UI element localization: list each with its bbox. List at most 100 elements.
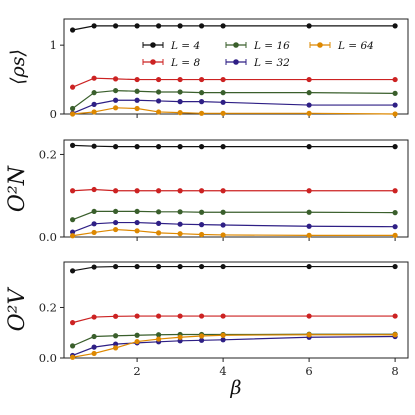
data-point — [91, 208, 97, 215]
data-point — [156, 220, 162, 226]
data-point — [306, 76, 312, 83]
series-l=8 — [70, 75, 398, 90]
data-point — [113, 87, 119, 94]
data-point — [199, 188, 205, 194]
data-point — [156, 332, 162, 338]
data-point — [199, 144, 205, 150]
panel-frame — [63, 18, 409, 115]
series-l=32 — [70, 97, 398, 116]
data-point — [156, 209, 162, 215]
data-point — [134, 97, 140, 103]
legend-entry: L = 16 — [225, 40, 290, 52]
data-point — [392, 23, 398, 29]
data-point — [199, 99, 205, 105]
data-point — [91, 333, 97, 340]
data-point — [134, 208, 140, 215]
data-point — [306, 209, 312, 215]
data-point — [177, 221, 183, 227]
data-point — [220, 90, 226, 96]
data-point — [70, 84, 76, 90]
data-point — [156, 336, 162, 342]
data-point — [220, 110, 226, 116]
x-tick-label: 6 — [305, 364, 312, 378]
y-tick-label: 0 — [50, 107, 57, 121]
data-point — [113, 188, 119, 194]
data-point — [220, 232, 226, 238]
data-point — [113, 144, 119, 150]
series-l=32 — [70, 219, 398, 235]
data-point — [113, 208, 119, 215]
series-l=4 — [70, 263, 398, 274]
series-line — [72, 221, 396, 233]
data-point — [134, 105, 140, 112]
data-point — [91, 90, 97, 96]
data-point — [306, 313, 312, 319]
data-point — [113, 219, 119, 226]
data-point — [392, 90, 398, 96]
data-point — [91, 186, 97, 193]
data-point — [70, 320, 76, 326]
series-line — [72, 315, 396, 324]
data-point — [177, 231, 183, 237]
series-l=16 — [70, 87, 398, 112]
data-point — [392, 332, 398, 338]
data-point — [220, 23, 226, 29]
data-point — [306, 23, 312, 29]
data-point — [91, 314, 97, 320]
data-point — [70, 233, 76, 239]
data-point — [392, 232, 398, 238]
legend-marker — [233, 42, 239, 48]
data-point — [156, 144, 162, 150]
data-point — [134, 23, 140, 29]
data-point — [199, 222, 205, 228]
data-point — [91, 23, 97, 29]
y-tick-label: 0.2 — [39, 300, 57, 314]
data-point — [220, 76, 226, 83]
series-l=8 — [70, 313, 398, 326]
legend-label: L = 64 — [337, 40, 374, 52]
series-line — [72, 99, 396, 114]
data-point — [177, 110, 183, 116]
data-point — [113, 341, 119, 347]
data-point — [392, 76, 398, 83]
data-point — [392, 210, 398, 216]
series-l=64 — [70, 105, 398, 117]
data-point — [156, 109, 162, 115]
panel-frame — [63, 139, 409, 238]
data-point — [156, 263, 162, 270]
data-point — [199, 90, 205, 96]
data-point — [70, 188, 76, 194]
y-tick-label: 0.0 — [39, 351, 57, 365]
data-point — [91, 109, 97, 115]
data-point — [220, 188, 226, 194]
data-point — [134, 332, 140, 338]
data-point — [113, 226, 119, 233]
data-point — [199, 209, 205, 215]
data-point — [306, 110, 312, 116]
x-tick-label: 8 — [391, 364, 398, 378]
data-point — [199, 263, 205, 270]
data-point — [156, 188, 162, 194]
data-point — [392, 263, 398, 270]
legend: L = 4 L = 8 L = 16 L = 32 L = 64 — [142, 40, 374, 69]
data-point — [392, 102, 398, 108]
y-tick-label: 0.2 — [39, 147, 57, 161]
data-point — [134, 338, 140, 345]
data-point — [306, 263, 312, 270]
data-point — [199, 231, 205, 238]
data-point — [70, 27, 76, 33]
series-line — [72, 77, 396, 88]
data-point — [134, 313, 140, 319]
y-axis-label: ⟨ρs⟩ — [7, 49, 29, 85]
data-point — [156, 89, 162, 95]
panel-3: 0.0 0.2 2 4 6 8 O²V — [5, 261, 409, 378]
data-point — [392, 144, 398, 150]
data-point — [220, 263, 226, 270]
data-point — [306, 223, 312, 229]
data-point — [113, 313, 119, 319]
series-line — [72, 334, 396, 358]
data-point — [220, 99, 226, 105]
panel-2: 0.0 0.2 O²N — [5, 139, 409, 244]
data-point — [70, 343, 76, 349]
